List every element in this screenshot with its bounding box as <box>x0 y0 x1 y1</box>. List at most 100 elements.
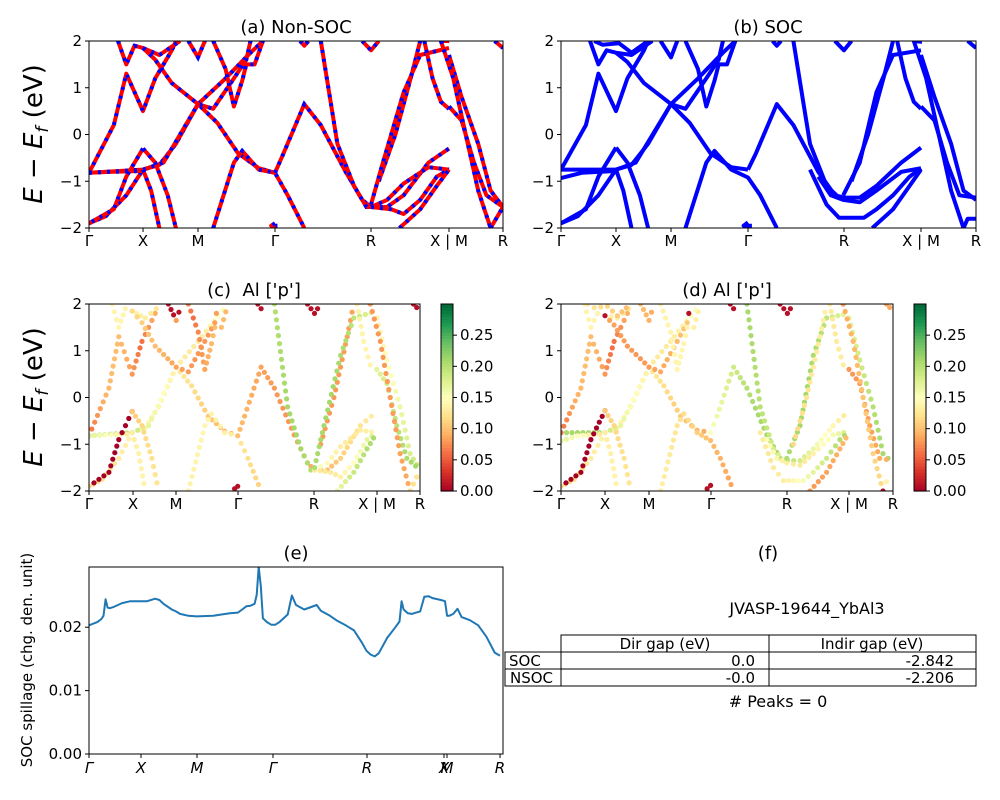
projected-point <box>338 444 344 450</box>
projected-point <box>677 354 684 360</box>
gap-table: Dir gap (eV) Indir gap (eV) SOC 0.0 -2.8… <box>504 634 977 687</box>
projected-point <box>106 385 112 391</box>
band-line <box>683 148 779 228</box>
projected-point <box>569 404 576 410</box>
colorbar-segment <box>914 434 926 439</box>
projected-point <box>410 481 416 487</box>
projected-point <box>830 458 836 464</box>
y-tick-label: 0 <box>72 389 82 407</box>
projected-point <box>819 460 825 466</box>
projected-point <box>140 473 146 479</box>
projected-point <box>814 349 820 355</box>
projected-point <box>726 378 732 384</box>
colorbar-tick-label: 0.05 <box>460 451 493 469</box>
colorbar-segment <box>441 322 453 327</box>
colorbar-segment <box>441 481 453 486</box>
colorbar-segment <box>441 307 453 311</box>
projected-point <box>383 370 389 377</box>
projected-point <box>750 398 756 405</box>
projected-point <box>646 317 652 323</box>
projected-point <box>284 396 290 402</box>
projected-point <box>810 469 816 475</box>
projected-point <box>156 347 162 353</box>
colorbar-segment <box>914 462 926 467</box>
projected-point <box>218 324 224 330</box>
projected-point <box>205 332 211 338</box>
projected-point <box>196 444 202 450</box>
projected-point <box>106 469 112 475</box>
colorbar-segment <box>441 416 453 420</box>
projected-point <box>265 375 271 381</box>
projected-point <box>141 429 147 435</box>
peaks-count: # Peaks = 0 <box>729 692 828 711</box>
projected-point <box>232 486 238 491</box>
projected-point <box>810 451 816 457</box>
x-tick-label: X <box>600 495 610 513</box>
projected-point <box>585 304 591 307</box>
projected-point <box>291 425 297 431</box>
projected-point <box>824 469 830 475</box>
projected-point <box>250 468 256 474</box>
projected-point <box>699 432 705 438</box>
projected-point <box>404 455 410 461</box>
projected-point <box>669 444 675 450</box>
projected-point <box>408 459 414 465</box>
projected-point <box>110 456 116 462</box>
projected-point <box>591 431 597 437</box>
x-ticks: Γ X M Γ R XM R <box>85 754 505 777</box>
projected-point <box>624 410 630 416</box>
colorbar-segment <box>441 456 453 461</box>
band-line-dash <box>273 100 451 209</box>
projected-point <box>679 347 685 353</box>
projected-point <box>770 449 777 455</box>
projected-point <box>757 430 763 436</box>
colorbar-segment <box>441 316 453 321</box>
projected-point <box>658 369 664 375</box>
projected-point <box>873 419 880 425</box>
projected-point <box>132 413 139 419</box>
projected-point <box>637 384 643 390</box>
projected-point <box>114 341 120 347</box>
projected-point <box>586 443 592 449</box>
projected-point <box>619 449 625 455</box>
projected-point <box>155 403 161 409</box>
projected-point <box>311 465 318 471</box>
colorbar-segment <box>441 438 453 442</box>
projected-point <box>793 433 799 440</box>
projected-point <box>790 441 797 447</box>
projected-point <box>621 416 627 422</box>
projected-point <box>591 305 597 311</box>
colorbar-segment <box>441 453 453 458</box>
projected-point <box>836 346 842 352</box>
y-tick-label: −1 <box>60 435 82 453</box>
projected-point <box>618 333 624 339</box>
projected-point <box>108 463 114 469</box>
projected-point <box>113 431 119 438</box>
projected-point <box>342 479 349 485</box>
colorbar-segment <box>914 353 926 358</box>
x-tick-label: Γ <box>85 759 95 777</box>
projected-point <box>281 380 288 386</box>
projected-point <box>402 427 408 433</box>
projected-point <box>153 306 159 312</box>
projected-point <box>846 366 852 372</box>
projected-point <box>734 369 740 375</box>
projected-point <box>668 329 674 335</box>
band-line <box>870 168 923 228</box>
projected-point <box>615 436 621 442</box>
projected-point <box>242 413 248 419</box>
colorbar-segment <box>441 441 453 445</box>
projected-point <box>588 324 594 330</box>
projected-point <box>367 304 373 307</box>
projected-point <box>329 454 335 461</box>
x-tick-label: R <box>782 495 792 513</box>
projected-point <box>582 456 588 462</box>
projected-point <box>149 317 155 323</box>
projected-point <box>820 441 826 447</box>
projected-point <box>97 432 103 438</box>
table-cell <box>768 668 977 687</box>
colorbar-segment <box>441 310 453 314</box>
band-line <box>895 41 923 111</box>
row-label-soc: SOC <box>509 652 541 670</box>
projected-point <box>684 324 690 330</box>
